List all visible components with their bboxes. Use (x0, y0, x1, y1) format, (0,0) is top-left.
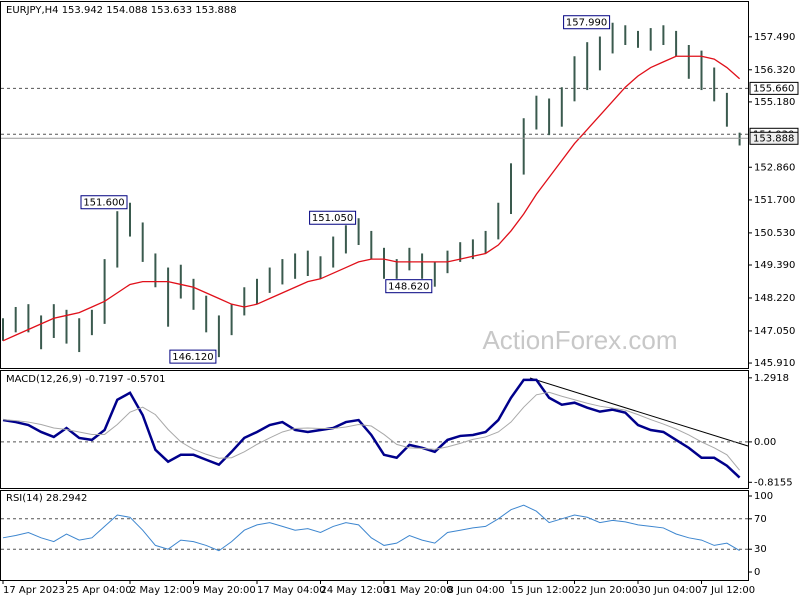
macd-trendline (529, 377, 749, 447)
annotation-box (80, 195, 128, 210)
y-tick-label: 151.700 (754, 195, 795, 206)
level-label-box (749, 81, 799, 95)
level-label: 155.660 (753, 83, 794, 94)
x-tick-label: 24 May 12:00 (321, 585, 390, 596)
x-tick-label: 31 May 20:00 (384, 585, 453, 596)
y-tick-label: 145.910 (754, 358, 795, 369)
annotation-box (385, 279, 433, 294)
indicator-line (2, 391, 740, 471)
annotation-label: 151.600 (83, 198, 124, 209)
price-header: EURJPY,H4 153.942 154.088 153.633 153.88… (6, 5, 237, 16)
y-tick-label: 157.490 (754, 32, 795, 43)
annotation-box (309, 210, 357, 225)
indicator-line (2, 378, 741, 479)
y-tick-label: 147.050 (754, 326, 795, 337)
x-tick-label: 17 Apr 2023 (3, 585, 65, 596)
watermark: ActionForex.com (482, 325, 677, 355)
x-tick-label: 15 Jun 12:00 (511, 585, 575, 596)
price-frame (0, 1, 749, 369)
y-tick-label: 100 (754, 491, 773, 502)
x-tick-label: 22 Jun 20:00 (575, 585, 639, 596)
moving-average (2, 55, 741, 342)
x-tick-label: 2 May 12:00 (130, 585, 192, 596)
annotation-label: 146.120 (172, 352, 213, 363)
y-tick-label: 30 (754, 544, 767, 555)
annotation-label: 157.990 (566, 18, 607, 29)
y-tick-label: 155.180 (754, 97, 795, 108)
macd-frame (0, 370, 749, 489)
x-tick-label: 30 Jun 04:00 (638, 585, 702, 596)
y-tick-label: 149.390 (754, 260, 795, 271)
indicator-line (2, 504, 740, 552)
annotation-label: 148.620 (388, 282, 429, 293)
annotation-box (563, 15, 611, 30)
y-tick-label: 156.320 (754, 65, 795, 76)
y-tick-label: 0 (754, 567, 760, 578)
x-tick-label: 7 Jul 12:00 (702, 585, 756, 596)
last-price-label: 153.888 (753, 133, 794, 144)
y-tick-label: 148.220 (754, 293, 795, 304)
y-tick-label: 70 (754, 514, 767, 525)
x-tick-label: 8 Jun 04:00 (448, 585, 505, 596)
x-tick-label: 9 May 20:00 (194, 585, 256, 596)
annotation-label: 151.050 (312, 213, 353, 224)
y-tick-label: -0.8155 (754, 477, 793, 488)
macd-header: MACD(12,26,9) -0.7197 -0.5701 (6, 374, 166, 385)
y-tick-label: 150.530 (754, 228, 795, 239)
rsi-frame (0, 490, 749, 581)
y-tick-label: 0.00 (754, 437, 776, 448)
annotation-box (169, 349, 217, 364)
y-tick-label: 152.860 (754, 162, 795, 173)
x-tick-label: 25 Apr 04:00 (67, 585, 132, 596)
rsi-header: RSI(14) 28.2942 (6, 493, 87, 504)
x-tick-label: 17 May 04:00 (257, 585, 326, 596)
y-tick-label: 1.2918 (754, 373, 789, 384)
last-price-box (749, 131, 799, 145)
